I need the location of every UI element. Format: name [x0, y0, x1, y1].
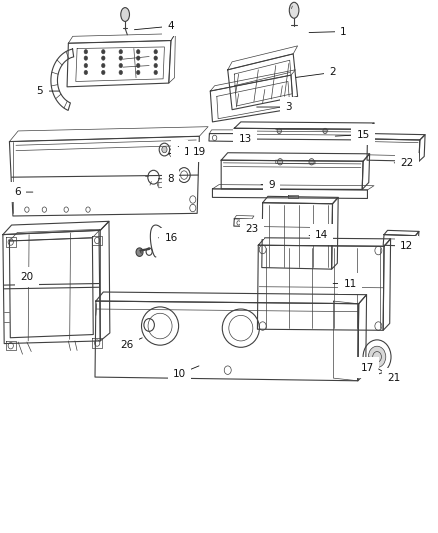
Text: 11: 11: [343, 279, 357, 288]
Circle shape: [119, 63, 123, 68]
Circle shape: [309, 159, 314, 165]
Circle shape: [162, 147, 167, 153]
Circle shape: [84, 56, 88, 60]
Text: 4: 4: [168, 21, 174, 31]
Text: 23: 23: [245, 224, 258, 235]
Text: 3: 3: [286, 102, 292, 112]
Circle shape: [368, 346, 386, 368]
Text: 26: 26: [121, 340, 134, 350]
Circle shape: [154, 56, 157, 60]
Text: 15: 15: [357, 130, 370, 140]
Text: 5: 5: [37, 86, 43, 96]
Text: 19: 19: [193, 147, 206, 157]
Text: 2: 2: [329, 68, 336, 77]
Circle shape: [84, 50, 88, 54]
Text: 1: 1: [340, 27, 347, 37]
Text: 22: 22: [400, 158, 413, 168]
Circle shape: [102, 63, 105, 68]
Circle shape: [323, 128, 327, 134]
Circle shape: [154, 50, 157, 54]
Circle shape: [278, 159, 283, 165]
Text: 17: 17: [361, 362, 374, 373]
Text: 6: 6: [14, 187, 21, 197]
Text: 14: 14: [315, 230, 328, 240]
Circle shape: [102, 50, 105, 54]
Circle shape: [154, 70, 157, 75]
Circle shape: [119, 50, 123, 54]
Circle shape: [119, 70, 123, 75]
Text: 10: 10: [173, 369, 186, 379]
Circle shape: [137, 70, 140, 75]
Text: 16: 16: [164, 233, 177, 243]
Text: 7: 7: [177, 146, 183, 156]
Text: 12: 12: [400, 241, 413, 251]
Circle shape: [119, 56, 123, 60]
Circle shape: [154, 63, 157, 68]
Circle shape: [137, 63, 140, 68]
Text: 18: 18: [184, 147, 197, 157]
Circle shape: [84, 63, 88, 68]
Circle shape: [137, 56, 140, 60]
Text: 21: 21: [387, 373, 400, 383]
Circle shape: [137, 50, 140, 54]
Circle shape: [102, 56, 105, 60]
Circle shape: [277, 128, 282, 134]
Ellipse shape: [121, 7, 130, 21]
Text: 13: 13: [239, 134, 252, 144]
Circle shape: [84, 70, 88, 75]
Circle shape: [136, 248, 143, 256]
Text: 20: 20: [20, 272, 33, 282]
Ellipse shape: [289, 2, 299, 18]
Circle shape: [102, 70, 105, 75]
Text: 9: 9: [268, 180, 275, 190]
Text: 8: 8: [168, 174, 174, 184]
